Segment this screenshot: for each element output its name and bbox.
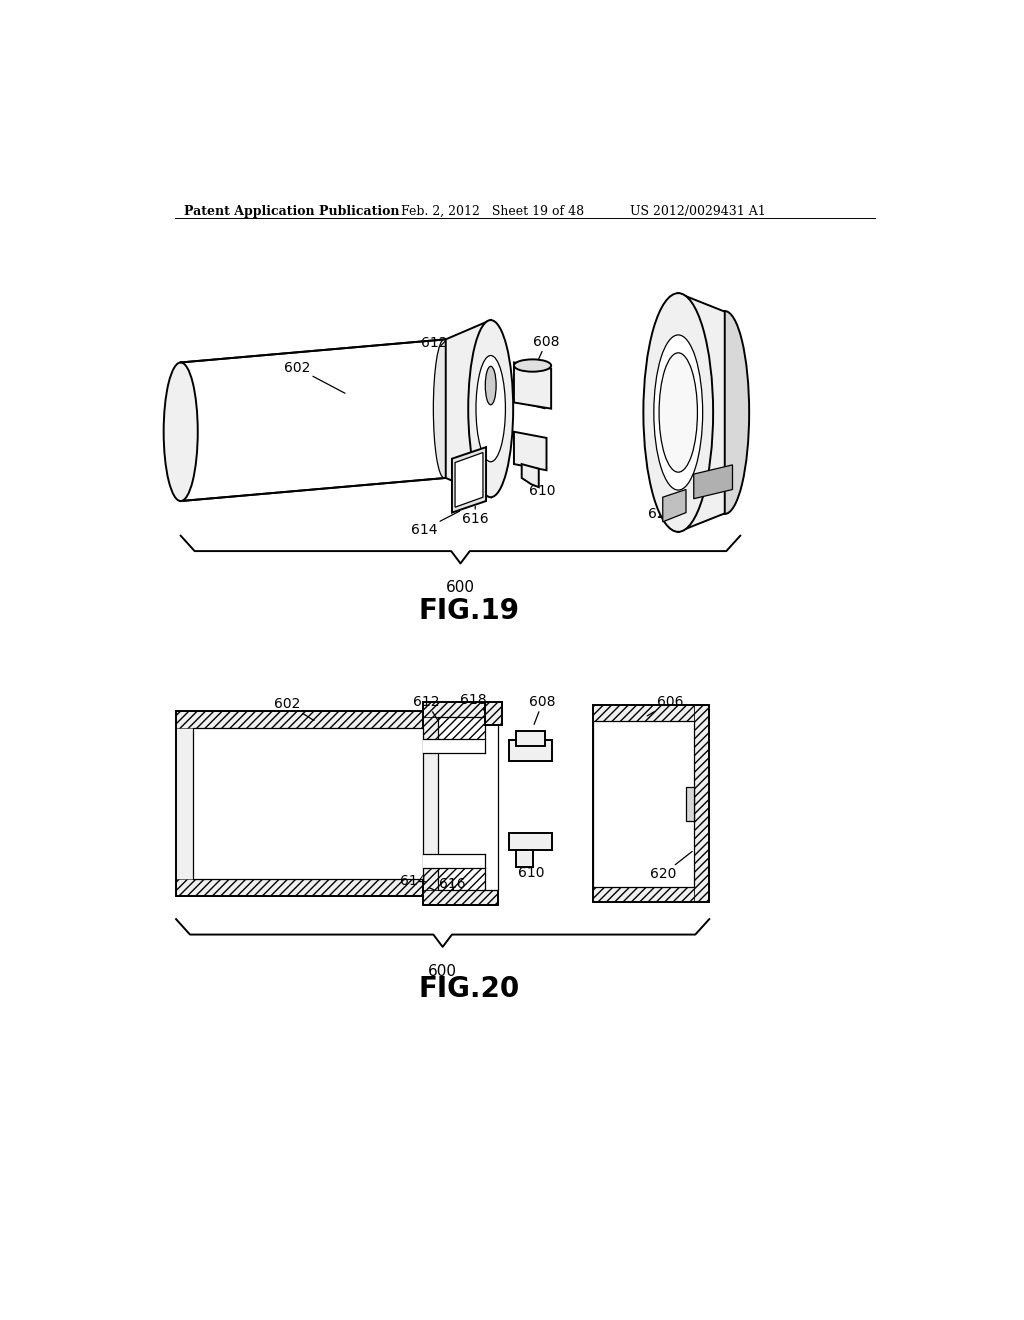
Polygon shape <box>452 447 486 512</box>
Text: Patent Application Publication: Patent Application Publication <box>183 205 399 218</box>
FancyBboxPatch shape <box>686 787 693 821</box>
Text: FIG.20: FIG.20 <box>419 974 519 1003</box>
FancyBboxPatch shape <box>176 711 423 896</box>
Text: 602: 602 <box>273 697 314 721</box>
Polygon shape <box>678 293 725 532</box>
Text: Feb. 2, 2012   Sheet 19 of 48: Feb. 2, 2012 Sheet 19 of 48 <box>400 205 584 218</box>
Text: US 2012/0029431 A1: US 2012/0029431 A1 <box>630 205 766 218</box>
Polygon shape <box>445 321 490 498</box>
Text: 612: 612 <box>413 696 439 721</box>
Polygon shape <box>663 490 686 521</box>
Text: 608: 608 <box>529 696 556 725</box>
Ellipse shape <box>659 352 697 473</box>
FancyBboxPatch shape <box>438 718 499 890</box>
Text: 620: 620 <box>648 503 675 521</box>
Polygon shape <box>521 465 539 487</box>
FancyBboxPatch shape <box>484 702 502 725</box>
Polygon shape <box>514 432 547 470</box>
Ellipse shape <box>514 359 551 372</box>
Text: 606: 606 <box>647 696 684 715</box>
FancyBboxPatch shape <box>423 854 484 869</box>
Text: 610: 610 <box>518 851 544 880</box>
Ellipse shape <box>643 293 713 532</box>
FancyBboxPatch shape <box>423 739 484 752</box>
Text: 616: 616 <box>438 876 465 891</box>
Polygon shape <box>693 465 732 499</box>
Text: 600: 600 <box>446 581 475 595</box>
Ellipse shape <box>164 363 198 502</box>
Ellipse shape <box>700 312 750 513</box>
Text: 616: 616 <box>462 507 488 525</box>
Text: 614: 614 <box>411 511 460 536</box>
FancyBboxPatch shape <box>593 705 710 903</box>
Polygon shape <box>180 339 445 502</box>
Text: FIG.19: FIG.19 <box>419 598 519 626</box>
Ellipse shape <box>476 355 506 462</box>
FancyBboxPatch shape <box>515 730 545 746</box>
FancyBboxPatch shape <box>423 702 499 906</box>
FancyBboxPatch shape <box>509 739 552 762</box>
Polygon shape <box>455 453 483 507</box>
Text: 618: 618 <box>460 693 488 714</box>
Text: 612: 612 <box>421 337 478 363</box>
Ellipse shape <box>485 367 496 405</box>
FancyBboxPatch shape <box>515 850 532 867</box>
FancyBboxPatch shape <box>509 833 552 850</box>
Text: 606: 606 <box>671 317 697 350</box>
Text: 600: 600 <box>428 964 457 979</box>
Text: 610: 610 <box>529 466 556 498</box>
Text: 620: 620 <box>649 851 692 882</box>
Ellipse shape <box>433 339 455 478</box>
Text: 608: 608 <box>532 335 560 372</box>
FancyBboxPatch shape <box>194 729 423 879</box>
Text: 604: 604 <box>473 325 500 355</box>
Ellipse shape <box>468 321 513 498</box>
FancyBboxPatch shape <box>593 721 693 887</box>
Text: 602: 602 <box>284 360 345 393</box>
Polygon shape <box>514 363 551 409</box>
Text: 614: 614 <box>400 874 434 890</box>
Ellipse shape <box>654 335 702 490</box>
